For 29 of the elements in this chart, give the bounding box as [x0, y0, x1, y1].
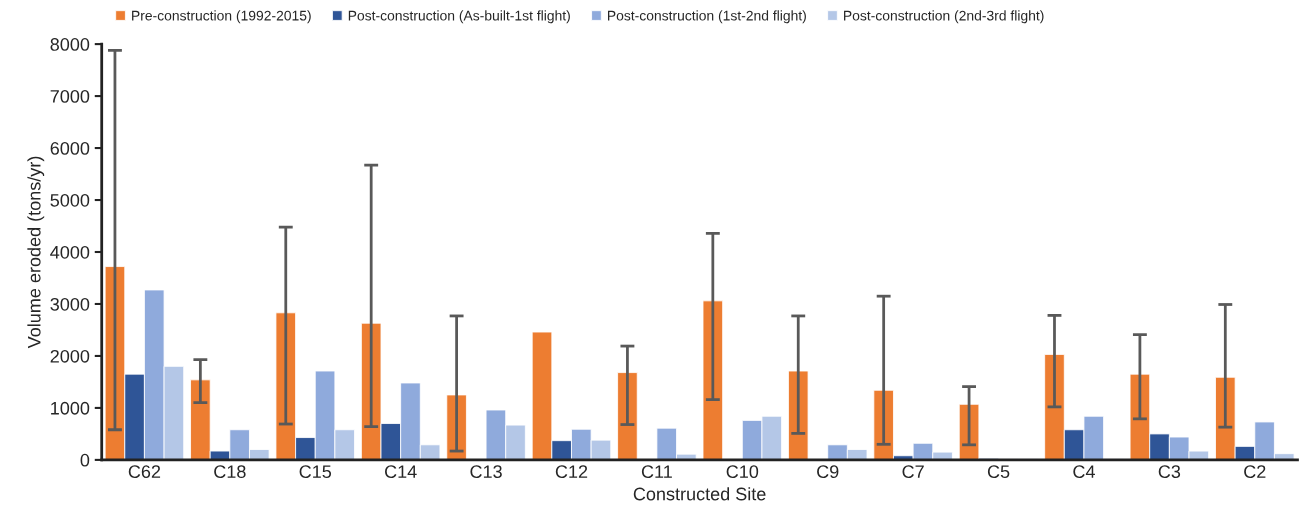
- y-axis-title: Volume eroded (tons/yr): [27, 156, 45, 349]
- x-tick-label: C10: [726, 465, 759, 479]
- y-tick-label: 0: [80, 453, 90, 467]
- y-tick-label: 8000: [50, 38, 90, 51]
- x-tick-label: C2: [1244, 465, 1266, 479]
- x-tick-label: C62: [128, 465, 161, 479]
- x-tick-label: C7: [902, 465, 924, 479]
- y-tick-label: 5000: [50, 193, 90, 207]
- x-axis-title: Constructed Site: [633, 487, 766, 501]
- y-tick-label: 4000: [50, 245, 90, 259]
- x-tick-label: C12: [555, 465, 588, 479]
- x-tick-label: C15: [299, 465, 332, 479]
- y-tick-label: 7000: [50, 90, 90, 103]
- x-tick-label: C18: [214, 465, 246, 479]
- legend-label: Post-construction (2nd-3rd flight): [844, 10, 1044, 24]
- x-tick-label: C9: [817, 465, 839, 479]
- x-tick-label: C5: [987, 465, 1010, 479]
- x-tick-label: C4: [1073, 465, 1095, 479]
- x-tick-label: C11: [641, 465, 672, 479]
- legend-label: Post-construction (1st-2nd flight): [608, 10, 806, 24]
- legend-label: Post-construction (As-built-1st flight): [348, 10, 570, 24]
- x-tick-label: C14: [385, 465, 417, 479]
- y-tick-label: 1000: [51, 401, 90, 415]
- y-tick-label: 3000: [50, 297, 90, 311]
- y-tick-label: 6000: [50, 141, 90, 155]
- x-tick-label: C3: [1158, 465, 1181, 479]
- x-tick-label: C13: [470, 465, 502, 479]
- legend-label: Pre-construction (1992-2015): [132, 10, 311, 24]
- y-tick-label: 2000: [50, 349, 90, 363]
